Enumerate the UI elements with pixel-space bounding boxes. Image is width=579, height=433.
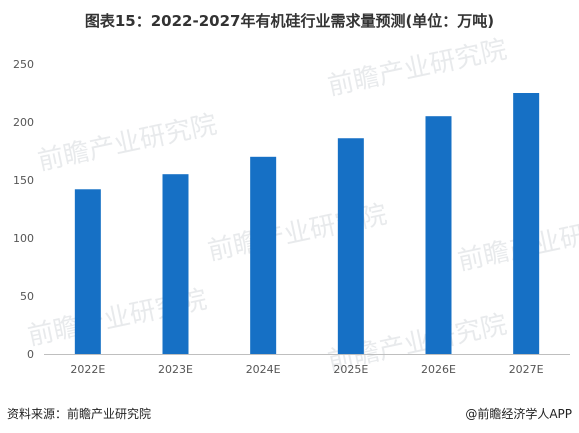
brand-note: @前瞻经济学人APP [465,407,572,421]
bar-2025E [337,138,364,354]
bar-2027E [513,93,540,354]
x-tick-label: 2023E [158,363,193,376]
x-tick-label: 2025E [333,363,368,376]
bar-2024E [250,156,277,354]
bar-2023E [162,174,189,354]
y-tick-label: 250 [13,58,34,71]
bar-2026E [425,116,452,354]
watermark-layer: 前瞻产业研究院前瞻产业研究院前瞻产业研究院前瞻产业研究院前瞻产业研究院前瞻产业研… [25,35,579,377]
watermark-text: 前瞻产业研究院 [35,110,219,177]
y-tick-label: 200 [13,116,34,129]
x-tick-label: 2022E [70,363,105,376]
y-tick-label: 100 [13,232,34,245]
watermark-text: 前瞻产业研究院 [325,35,509,102]
x-tick-label: 2026E [421,363,456,376]
x-tick-label: 2027E [509,363,544,376]
bar-2022E [74,189,101,354]
chart-title: 图表15：2022-2027年有机硅行业需求量预测(单位：万吨) [84,12,495,30]
source-note: 资料来源：前瞻产业研究院 [7,407,152,421]
x-tick-label: 2024E [246,363,281,376]
y-tick-label: 50 [20,290,34,303]
y-tick-label: 150 [13,174,34,187]
y-tick-label: 0 [27,348,34,361]
ticks-layer: 0 50 100 150 200 250 2022E 2023E 2024E 2025E 2026E… [13,58,544,376]
bars-layer [74,93,540,354]
